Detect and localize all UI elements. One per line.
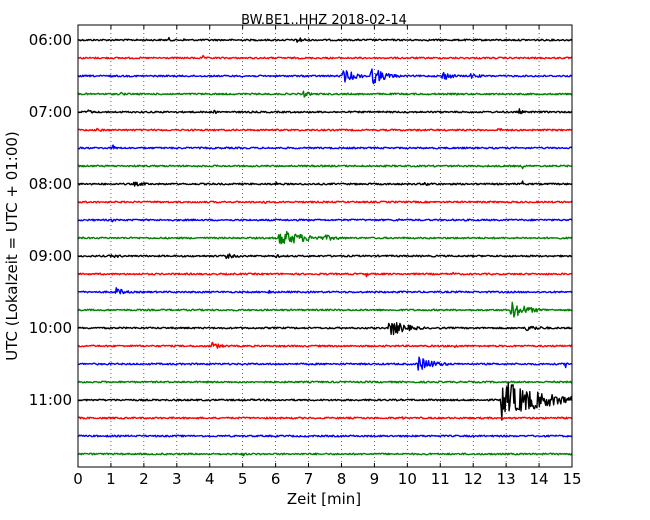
trace-0845 <box>77 230 573 245</box>
trace-1015 <box>77 341 573 349</box>
trace-0745 <box>77 164 572 170</box>
x-tick-label-11: 11 <box>431 470 450 488</box>
trace-1145 <box>77 452 573 457</box>
trace-0715 <box>77 127 573 132</box>
trace-1130 <box>77 434 573 438</box>
x-tick-label-3: 3 <box>172 470 182 488</box>
trace-0800 <box>77 180 573 187</box>
trace-0700 <box>77 108 573 115</box>
trace-1115 <box>77 416 573 420</box>
seismic-traces <box>77 36 573 457</box>
y-tick-label-06:00: 06:00 <box>29 31 72 49</box>
trace-0915 <box>77 271 573 278</box>
x-tick-label-12: 12 <box>464 470 483 488</box>
y-tick-label-10:00: 10:00 <box>29 319 72 337</box>
y-tick-label-11:00: 11:00 <box>29 391 72 409</box>
y-tick-label-08:00: 08:00 <box>29 175 72 193</box>
x-tick-label-8: 8 <box>337 470 347 488</box>
x-tick-label-13: 13 <box>497 470 516 488</box>
trace-0645 <box>77 90 573 98</box>
x-axis-label: Zeit [min] <box>287 490 361 508</box>
trace-0730 <box>77 144 573 150</box>
y-tick-label-09:00: 09:00 <box>29 247 72 265</box>
x-tick-label-0: 0 <box>73 470 83 488</box>
trace-0615 <box>77 54 573 60</box>
x-tick-label-9: 9 <box>370 470 380 488</box>
y-tick-label-07:00: 07:00 <box>29 103 72 121</box>
trace-1000 <box>77 322 573 336</box>
trace-1045 <box>77 380 573 384</box>
trace-0815 <box>77 200 573 205</box>
trace-1100 <box>77 382 573 421</box>
y-axis-ticks: 06:00 07:00 08:00 09:00 10:00 11:00 <box>29 31 572 409</box>
trace-0900 <box>77 253 573 260</box>
x-tick-label-2: 2 <box>139 470 149 488</box>
x-tick-label-4: 4 <box>205 470 215 488</box>
plot-frame <box>77 24 573 468</box>
x-tick-label-5: 5 <box>238 470 248 488</box>
x-axis-ticks: 0 1 2 3 4 5 6 7 8 9 10 11 12 13 14 15 <box>73 25 582 488</box>
trace-0630 <box>77 68 573 85</box>
y-axis-label: UTC (Lokalzeit = UTC + 01:00) <box>3 131 21 361</box>
x-tick-label-14: 14 <box>530 470 549 488</box>
trace-0830 <box>77 218 573 223</box>
chart-title: BW.BE1..HHZ 2018-02-14 <box>241 13 407 28</box>
trace-0930 <box>77 287 573 295</box>
trace-0945 <box>77 301 573 318</box>
trace-1030 <box>77 356 573 371</box>
trace-0600 <box>77 36 573 43</box>
x-tick-label-10: 10 <box>398 470 417 488</box>
x-tick-label-15: 15 <box>562 470 581 488</box>
x-tick-label-7: 7 <box>304 470 314 488</box>
x-tick-label-6: 6 <box>271 470 281 488</box>
x-tick-label-1: 1 <box>106 470 116 488</box>
